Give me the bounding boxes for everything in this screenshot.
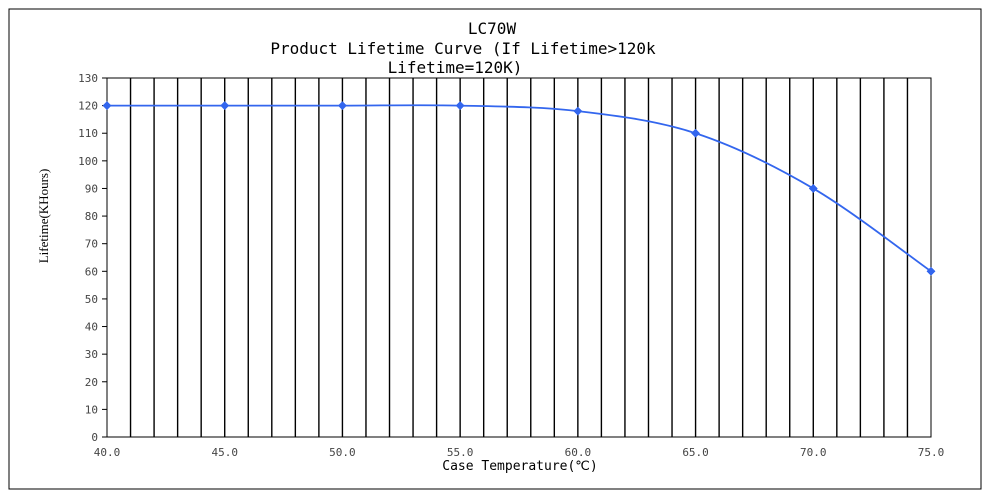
data-point-marker [220,101,230,111]
data-point-marker [102,101,112,111]
y-tick-label: 10 [85,403,98,416]
y-tick-label: 70 [85,238,98,251]
x-tick-label: 70.0 [800,446,827,459]
y-tick-label: 20 [85,376,98,389]
y-tick-label: 80 [85,210,98,223]
y-tick-label: 100 [78,155,98,168]
title-line-1: LC70W [468,19,517,38]
y-tick-label: 130 [78,72,98,85]
y-axis-ticks: 0 10 20 30 40 50 60 70 80 90 100 110 120 130 [78,72,107,444]
x-tick-label: 75.0 [918,446,945,459]
y-axis-label: Lifetime(KHours) [36,169,51,264]
y-tick-label: 0 [91,431,98,444]
y-tick-label: 60 [85,265,98,278]
data-point-marker [573,106,583,116]
x-tick-label: 55.0 [447,446,474,459]
data-point-marker [808,183,818,194]
title-line-3: Lifetime=120K) [388,58,523,77]
y-tick-label: 50 [85,293,98,306]
y-tick-label: 90 [85,182,98,195]
plot-area [102,101,936,276]
data-point-marker [337,101,347,111]
data-point-marker [926,266,936,276]
plot-frame [106,77,932,438]
x-tick-label: 40.0 [94,446,121,459]
x-tick-label: 45.0 [211,446,238,459]
x-tick-label: 60.0 [565,446,592,459]
grid-lines [106,77,932,438]
y-tick-label: 120 [78,100,98,113]
y-tick-label: 40 [85,321,98,334]
chart-border [8,8,982,490]
y-tick-label: 110 [78,127,98,140]
x-axis-label: Case Temperature(℃) [442,459,597,474]
data-point-marker [455,101,465,111]
data-point-marker [691,128,701,138]
y-tick-label: 30 [85,348,98,361]
x-tick-label: 50.0 [329,446,356,459]
x-axis-ticks: 40.0 45.0 50.0 55.0 60.0 65.0 70.0 75.0 [94,446,945,459]
x-tick-label: 65.0 [682,446,709,459]
title-line-2: Product Lifetime Curve (If Lifetime>120k [270,39,656,58]
